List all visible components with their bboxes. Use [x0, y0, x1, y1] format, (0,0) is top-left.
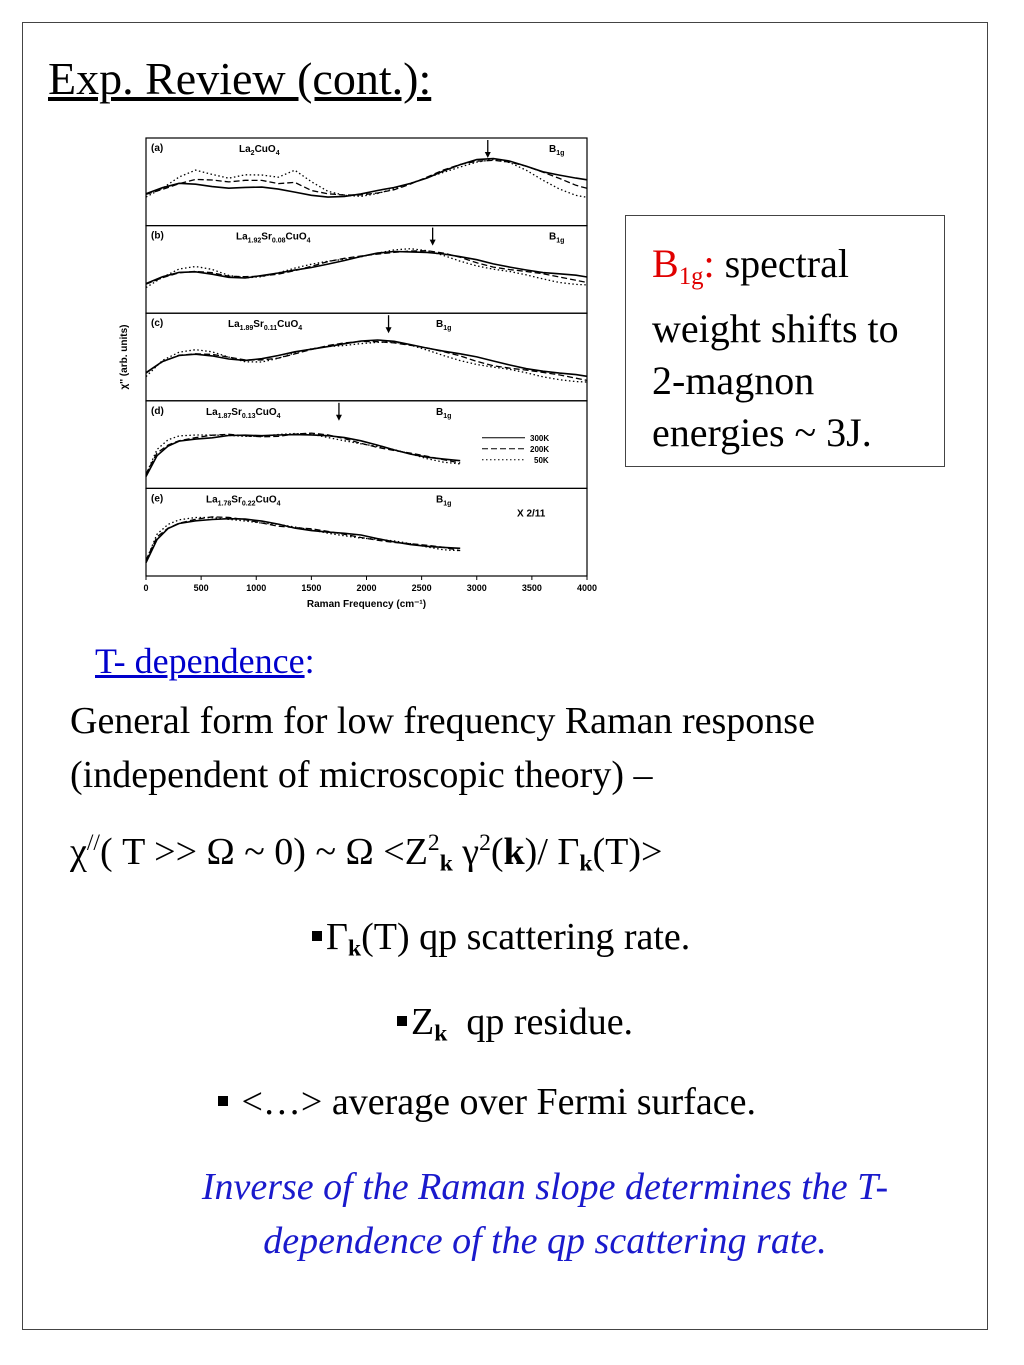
series-line-50K [145, 516, 461, 561]
bullet-fermi-average: <…> average over Fermi surface. [218, 1080, 756, 1124]
x-tick-label: 4000 [577, 583, 597, 593]
callout-line-0: B1g: spectral [652, 241, 849, 290]
chart-panel-d: (d) La1.87Sr0.13CuO4 B1g 300K 200K 50K [145, 400, 588, 489]
x-tick-label: 3000 [467, 583, 487, 593]
callout-line-1: weight shifts to [652, 305, 899, 351]
symmetry-label: B1g [436, 407, 451, 420]
x-tick-label: 500 [194, 583, 209, 593]
symmetry-label: B1g [436, 319, 451, 332]
raman-chart: (a) La2CuO4 B1g (b) La1.92Sr0.08CuO4 B1g (c) La… [119, 137, 597, 610]
series-line-300K [145, 339, 588, 378]
callout-line-2: 2-magnon [652, 357, 815, 403]
chart-panel-b: (b) La1.92Sr0.08CuO4 B1g [145, 224, 588, 314]
series-line-50K [145, 341, 588, 383]
panel-label: (c) [151, 318, 163, 329]
panel-label: (d) [151, 406, 164, 417]
arrow-head [484, 152, 491, 158]
compound-formula: La2CuO4 [239, 144, 280, 157]
y-axis-label: χ'' (arb. units) [119, 325, 130, 390]
x-tick-label: 2500 [412, 583, 432, 593]
x-axis: 0 500 1000 1500 2000 2500 3000 3500 4000 Raman Fr… [143, 576, 597, 610]
compound-formula: La1.78Sr0.22CuO4 [206, 494, 281, 507]
slide-title: Exp. Review (cont.): [48, 53, 432, 104]
bullet-square-icon [218, 1096, 228, 1106]
x-tick-label: 2000 [356, 583, 376, 593]
panel-label: (b) [151, 231, 164, 242]
callout-line-3: energies ~ 3J. [652, 409, 872, 455]
symmetry-label: B1g [436, 494, 451, 507]
panel-label: (e) [151, 493, 163, 504]
bullet-square-icon [397, 1016, 407, 1026]
chart-panel-e: (e) La1.78Sr0.22CuO4 B1g X 2/11 [145, 487, 588, 577]
series-line-50K [145, 248, 588, 289]
x-tick-label: 1000 [246, 583, 266, 593]
panel-label: (a) [151, 143, 163, 154]
compound-formula: La1.87Sr0.13CuO4 [206, 407, 281, 420]
note-line-1: dependence of the qp scattering rate. [263, 1220, 827, 1262]
series-line-200K [145, 516, 461, 561]
series-line-200K [145, 159, 588, 196]
slide-frame [22, 22, 988, 1330]
general-line-0: General form for low frequency Raman res… [70, 700, 815, 742]
series-line-300K [145, 433, 461, 477]
b1g-symbol: B1g: [652, 241, 715, 290]
x-tick-label: 3500 [522, 583, 542, 593]
compound-formula: La1.92Sr0.08CuO4 [236, 232, 311, 245]
legend-label-200K: 200K [530, 445, 549, 454]
note-line-0: Inverse of the Raman slope determines th… [201, 1166, 889, 1208]
x-tick-label: 0 [143, 583, 148, 593]
series-line-200K [145, 340, 588, 382]
arrow-head [429, 239, 436, 246]
series-line-300K [145, 157, 588, 198]
series-line-300K [145, 517, 461, 563]
b1g-callout: B1g: spectral weight shifts to 2-magnon … [625, 215, 945, 467]
compound-formula: La1.89Sr0.11CuO4 [228, 319, 302, 332]
chart-panel-a: (a) La2CuO4 B1g [145, 137, 588, 227]
panel-frame [145, 137, 588, 227]
panel-frame [145, 312, 588, 402]
x-tick-label: 1500 [301, 583, 321, 593]
series-line-200K [145, 432, 461, 475]
symmetry-label: B1g [549, 144, 564, 157]
conclusion-note: Inverse of the Raman slope determines th… [100, 1160, 990, 1268]
t-dependence-heading: T- dependence: [95, 641, 315, 681]
legend-label-50K: 50K [534, 456, 549, 465]
arrow-head [385, 327, 392, 334]
bullet-square-icon [312, 931, 322, 941]
general-form-text: General form for low frequency Raman res… [70, 694, 815, 802]
t-dependence-link[interactable]: T- dependence [95, 641, 305, 681]
multiplier-label: X 2/11 [517, 508, 546, 519]
chart-legend: 300K 200K 50K [482, 434, 549, 465]
bullet-qp-residue: Zk qp residue. [397, 1000, 633, 1048]
symmetry-label: B1g [549, 232, 564, 245]
x-axis-label: Raman Frequency (cm⁻¹) [307, 599, 426, 610]
chart-panel-c: (c) La1.89Sr0.11CuO4 B1g [145, 312, 588, 402]
bullet-scattering-rate: Γk(T) qp scattering rate. [312, 915, 690, 963]
general-line-1: (independent of microscopic theory) – [70, 754, 653, 796]
raman-formula: χ//( T >> Ω ~ 0) ~ Ω <Z2k γ2(k)/ Γk(T)> [70, 830, 663, 877]
series-line-300K [145, 250, 588, 285]
arrow-head [335, 414, 342, 421]
legend-label-300K: 300K [530, 434, 549, 443]
